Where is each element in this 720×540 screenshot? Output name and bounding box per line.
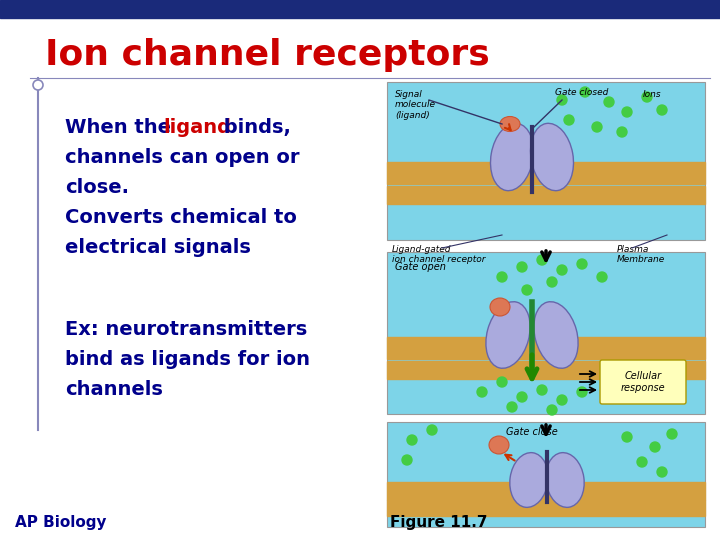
Text: electrical signals: electrical signals	[65, 238, 251, 257]
Bar	[387, 422, 705, 527]
Text: ligand: ligand	[163, 118, 231, 137]
Circle shape	[637, 457, 647, 467]
Text: Ions: Ions	[643, 90, 662, 99]
Text: Ex: neurotransmitters: Ex: neurotransmitters	[65, 320, 307, 339]
Text: AP Biology: AP Biology	[15, 515, 107, 530]
Text: binds,: binds,	[217, 118, 291, 137]
Text: channels: channels	[65, 380, 163, 399]
Circle shape	[577, 387, 587, 397]
Ellipse shape	[489, 436, 509, 454]
Circle shape	[517, 392, 527, 402]
Ellipse shape	[500, 117, 520, 132]
Circle shape	[537, 255, 547, 265]
Circle shape	[407, 435, 417, 445]
Circle shape	[650, 442, 660, 452]
Text: close.: close.	[65, 178, 129, 197]
Circle shape	[604, 97, 614, 107]
Ellipse shape	[490, 123, 534, 191]
Circle shape	[592, 122, 602, 132]
Ellipse shape	[534, 302, 578, 368]
Bar	[387, 252, 705, 414]
Circle shape	[617, 127, 627, 137]
Circle shape	[557, 265, 567, 275]
Text: When the: When the	[65, 118, 178, 137]
Ellipse shape	[510, 453, 548, 508]
Circle shape	[427, 425, 437, 435]
Circle shape	[622, 432, 632, 442]
Circle shape	[622, 107, 632, 117]
Circle shape	[580, 87, 590, 97]
Bar	[387, 337, 705, 359]
Circle shape	[33, 80, 43, 90]
Circle shape	[497, 272, 507, 282]
Text: Gate close: Gate close	[506, 427, 558, 437]
Bar	[0, 0, 720, 18]
Circle shape	[537, 385, 547, 395]
Ellipse shape	[486, 302, 530, 368]
Bar	[387, 186, 705, 204]
Circle shape	[497, 377, 507, 387]
Text: Converts chemical to: Converts chemical to	[65, 208, 297, 227]
Bar	[387, 82, 705, 240]
Bar	[387, 482, 705, 500]
Text: Gate open: Gate open	[395, 262, 446, 272]
Circle shape	[547, 277, 557, 287]
Text: Figure 11.7: Figure 11.7	[390, 515, 487, 530]
Ellipse shape	[490, 298, 510, 316]
Circle shape	[557, 395, 567, 405]
Circle shape	[547, 405, 557, 415]
Circle shape	[642, 92, 652, 102]
Ellipse shape	[546, 453, 584, 508]
Circle shape	[667, 429, 677, 439]
Text: bind as ligands for ion: bind as ligands for ion	[65, 350, 310, 369]
Circle shape	[564, 115, 574, 125]
Circle shape	[657, 105, 667, 115]
Bar	[387, 361, 705, 379]
Text: Ligand-gated
ion channel receptor: Ligand-gated ion channel receptor	[392, 245, 485, 265]
FancyBboxPatch shape	[600, 360, 686, 404]
Bar	[387, 500, 705, 516]
Circle shape	[507, 402, 517, 412]
Circle shape	[657, 467, 667, 477]
Circle shape	[577, 259, 587, 269]
Bar	[387, 162, 705, 184]
Text: Signal
molecule
(ligand): Signal molecule (ligand)	[395, 90, 436, 120]
Text: channels can open or: channels can open or	[65, 148, 300, 167]
Circle shape	[477, 387, 487, 397]
Text: Ion channel receptors: Ion channel receptors	[45, 38, 490, 72]
Circle shape	[402, 455, 412, 465]
Text: Gate closed: Gate closed	[555, 88, 608, 97]
Circle shape	[557, 95, 567, 105]
Text: Cellular
response: Cellular response	[621, 371, 665, 393]
Text: Plasma
Membrane: Plasma Membrane	[617, 245, 665, 265]
Ellipse shape	[531, 123, 574, 191]
Circle shape	[522, 285, 532, 295]
Circle shape	[517, 262, 527, 272]
Circle shape	[597, 272, 607, 282]
